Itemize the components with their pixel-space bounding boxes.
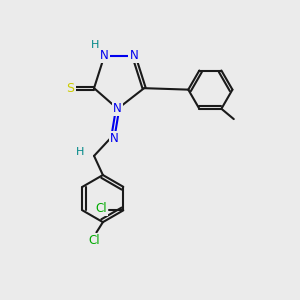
Text: N: N bbox=[110, 132, 119, 145]
Text: N: N bbox=[129, 49, 138, 62]
Text: H: H bbox=[76, 147, 84, 158]
Text: S: S bbox=[67, 82, 74, 95]
Text: N: N bbox=[100, 49, 109, 62]
Text: H: H bbox=[91, 40, 100, 50]
Text: N: N bbox=[113, 102, 122, 115]
Text: Cl: Cl bbox=[88, 234, 100, 247]
Text: Cl: Cl bbox=[95, 202, 107, 215]
